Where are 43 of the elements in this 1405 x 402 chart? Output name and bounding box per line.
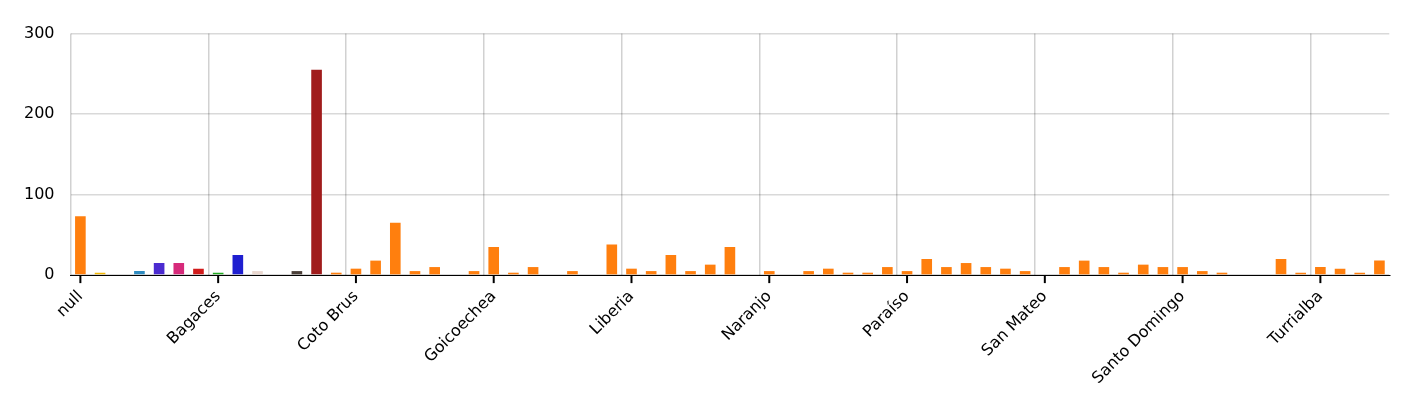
bar [567,271,578,275]
bar [1196,271,1208,275]
bar [882,267,893,275]
bar [1315,267,1326,275]
bar [1098,267,1110,275]
bar [370,260,381,275]
bar [1177,267,1188,275]
y-tick-label: 300 [23,22,55,42]
bar [1374,260,1385,275]
bar [527,267,539,275]
bar [724,246,736,275]
bar [606,244,618,275]
bar [1000,268,1011,275]
bar [803,271,814,275]
bar [1275,259,1287,275]
bar [1078,260,1090,275]
bar [980,267,992,275]
bar [704,264,716,275]
bar [921,259,933,275]
bar [763,271,775,275]
bar [232,254,244,275]
bar [311,69,322,275]
bar [1157,267,1169,275]
bar [153,263,165,275]
bar [1137,264,1149,275]
bar [823,268,834,275]
bar [941,267,952,275]
bar [429,267,440,275]
bar [389,222,401,275]
bar [193,268,204,275]
bar [626,268,637,275]
bar [685,271,696,275]
y-tick-label: 200 [23,103,55,123]
bar [75,216,86,275]
bar [665,254,677,275]
bar [173,263,185,275]
y-tick-label: 100 [23,183,55,203]
bar [488,246,500,275]
bar [960,263,972,275]
bar [1059,267,1070,275]
y-tick-label: 0 [44,264,55,284]
bar [134,271,145,275]
bar [252,271,263,275]
